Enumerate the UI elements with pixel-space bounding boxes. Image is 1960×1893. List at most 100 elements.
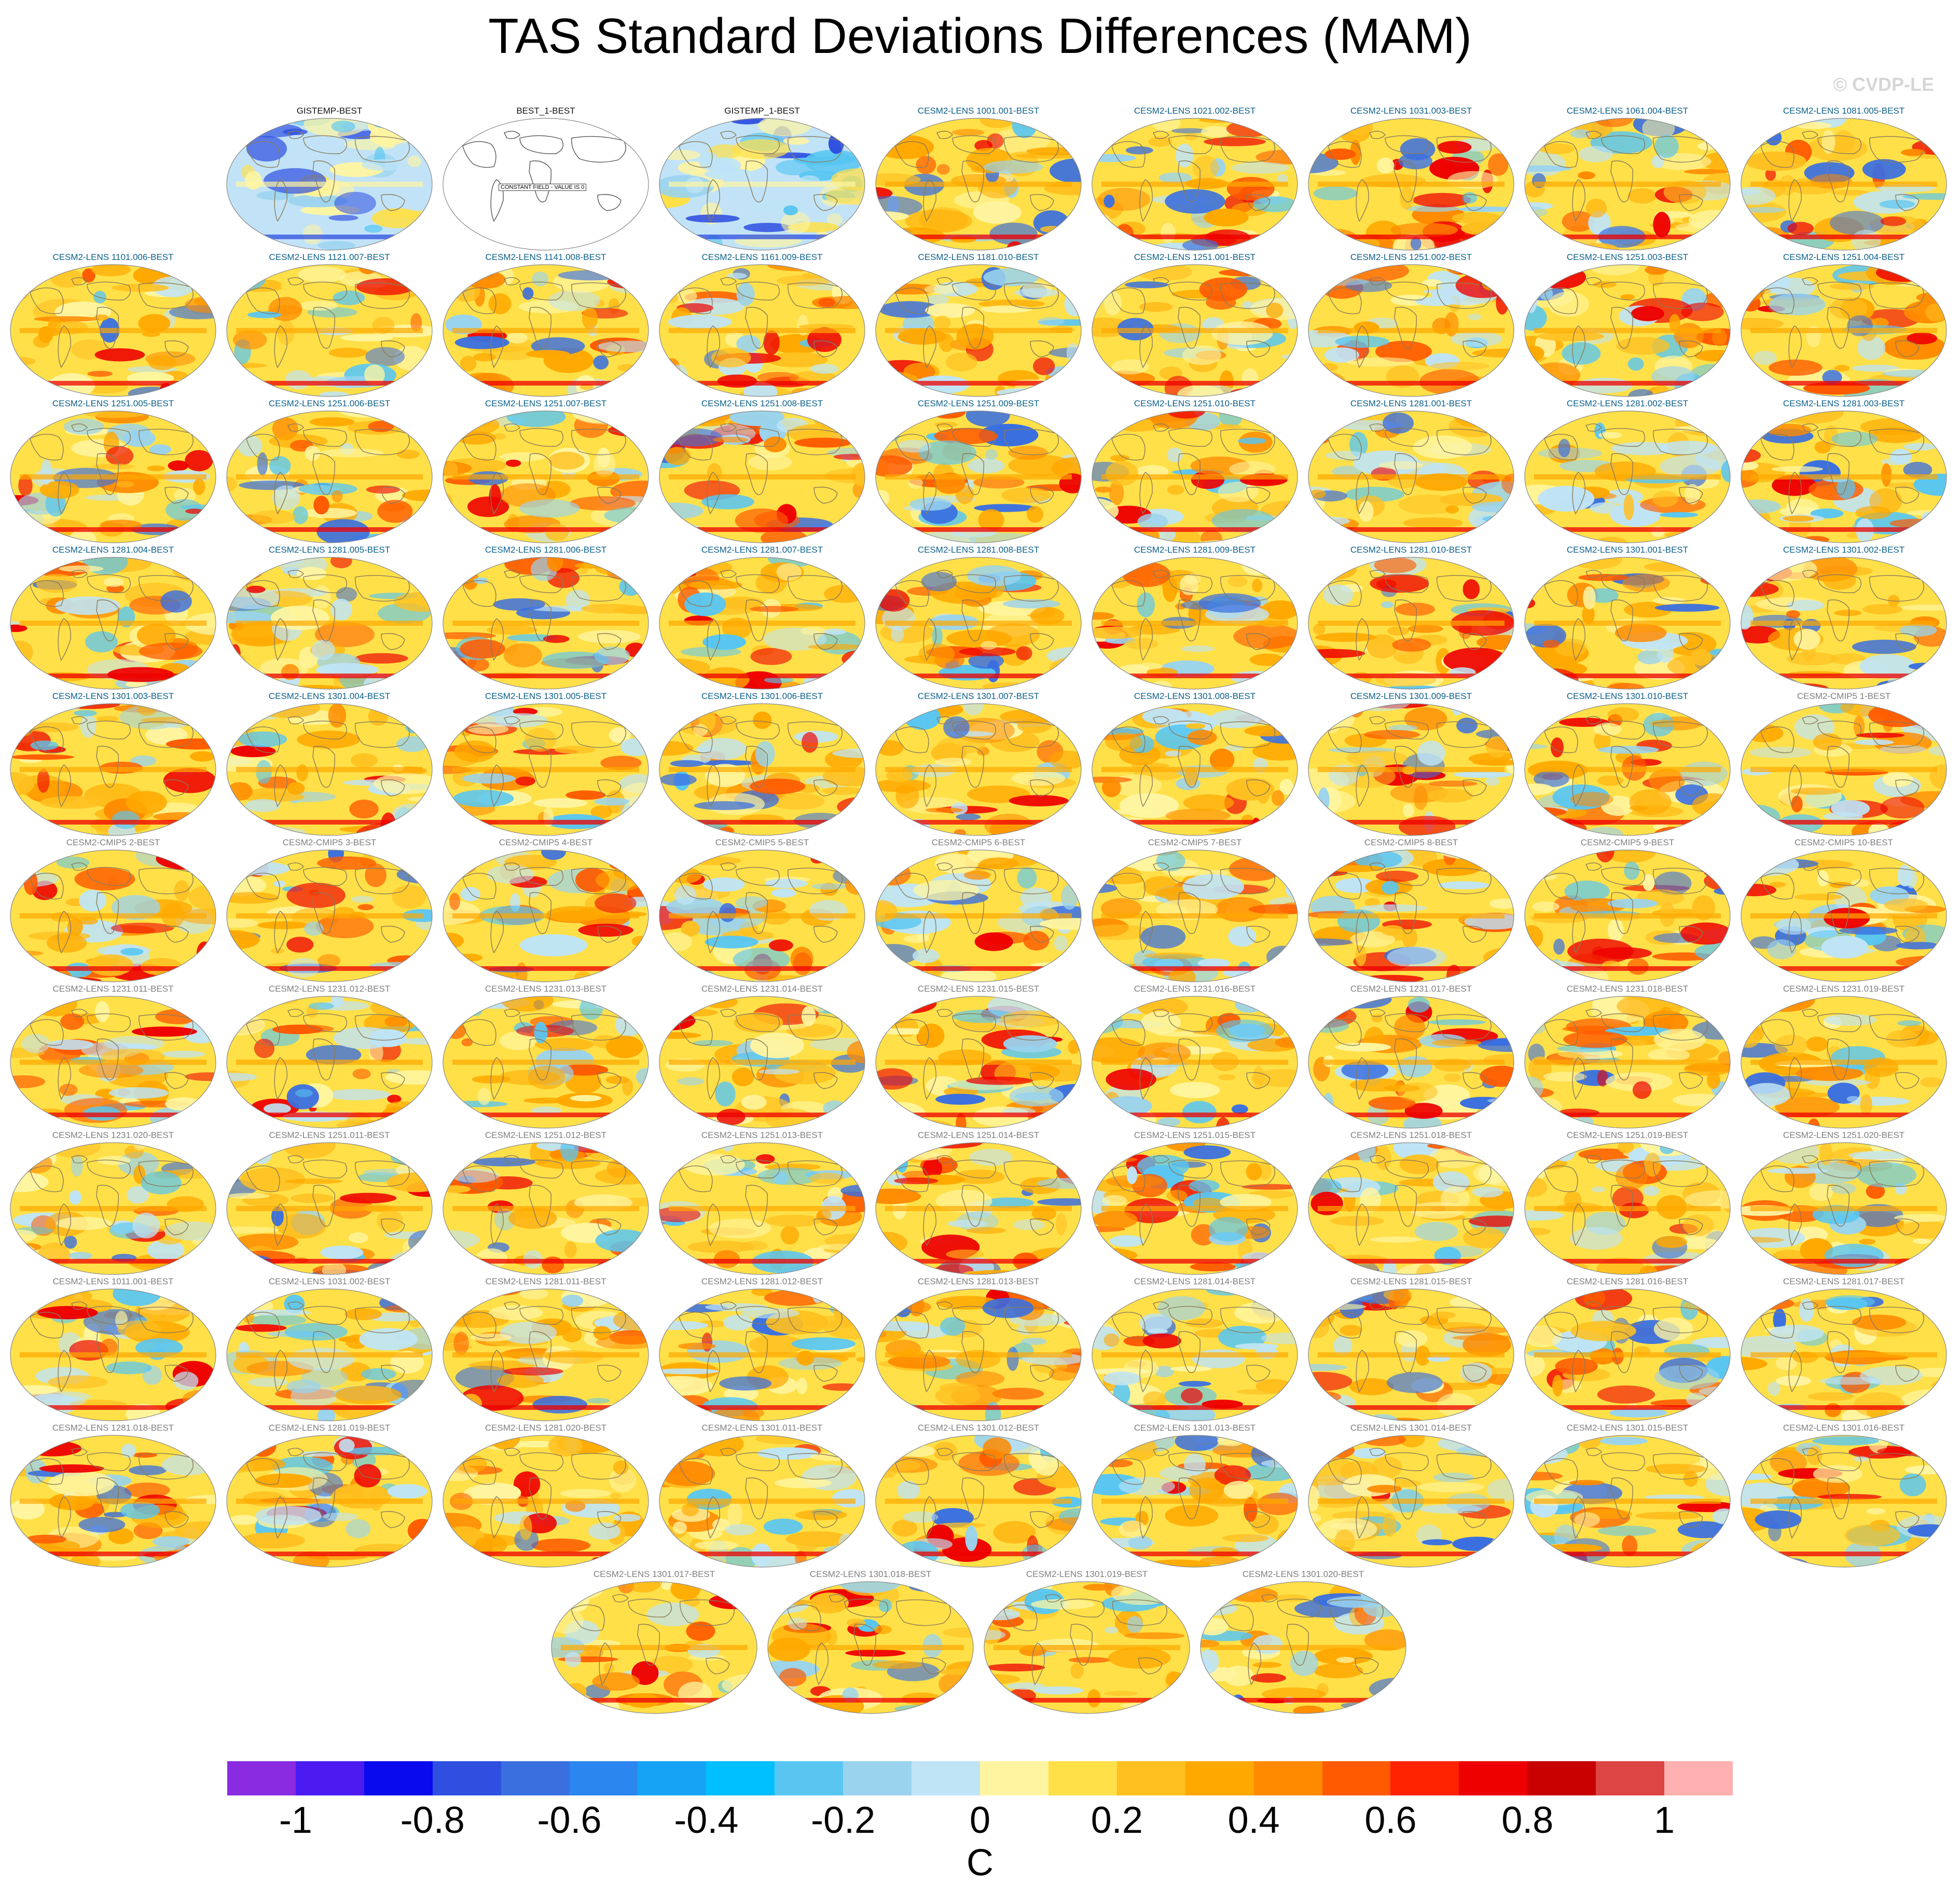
- panel-title: CESM2-LENS 1251.008-BEST: [701, 399, 823, 408]
- map-panel: CESM2-LENS 1281.012-BEST: [657, 1277, 867, 1423]
- robinson-map: [659, 849, 865, 982]
- colorbar-tick-label: 0.8: [1501, 1800, 1554, 1841]
- colorbar-tick-label: 0.6: [1364, 1800, 1417, 1841]
- robinson-map: [1092, 849, 1298, 982]
- map-panel: CESM2-CMIP5 3-BEST: [224, 838, 435, 984]
- robinson-map: [226, 264, 433, 397]
- colorbar-swatch: [979, 1761, 1048, 1795]
- map-panel: CESM2-LENS 1301.001-BEST: [1522, 545, 1733, 691]
- panel-title: CESM2-LENS 1251.001-BEST: [1134, 252, 1256, 262]
- panel-title: CESM2-LENS 1281.003-BEST: [1783, 399, 1905, 408]
- map-panel: CESM2-LENS 1011.001-BEST: [8, 1277, 218, 1423]
- panel-title: CESM2-CMIP5 2-BEST: [66, 838, 160, 847]
- map-panel: CESM2-LENS 1281.019-BEST: [224, 1423, 435, 1569]
- panel-title: CESM2-LENS 1251.011-BEST: [269, 1130, 390, 1140]
- panel-title: CESM2-LENS 1031.003-BEST: [1350, 106, 1472, 116]
- robinson-map: [1524, 849, 1731, 982]
- colorbar-swatch: [1116, 1761, 1185, 1795]
- robinson-map: [875, 849, 1082, 982]
- robinson-map: [1092, 410, 1298, 543]
- map-panel: CESM2-LENS 1301.004-BEST: [224, 691, 435, 838]
- map-panel: CESM2-LENS 1251.011-BEST: [224, 1130, 435, 1277]
- panel-title: CESM2-LENS 1231.019-BEST: [1783, 984, 1905, 994]
- map-panel: CESM2-LENS 1301.014-BEST: [1306, 1423, 1516, 1569]
- robinson-map: [10, 264, 216, 397]
- panel-title: CESM2-LENS 1301.015-BEST: [1566, 1423, 1689, 1433]
- robinson-map: [1308, 410, 1514, 543]
- colorbar-tick-label: 0.2: [1091, 1800, 1143, 1841]
- map-panel: CESM2-LENS 1231.013-BEST: [440, 984, 651, 1130]
- robinson-map: [1524, 557, 1731, 690]
- map-panel: CESM2-LENS 1101.006-BEST: [8, 252, 218, 399]
- map-panel: CESM2-LENS 1251.002-BEST: [1306, 252, 1516, 399]
- robinson-map: [659, 557, 865, 690]
- map-panel: CESM2-CMIP5 1-BEST: [1738, 691, 1949, 838]
- panel-title: CESM2-LENS 1281.013-BEST: [917, 1277, 1040, 1286]
- robinson-map: [659, 264, 865, 397]
- panel-title: CESM2-LENS 1301.004-BEST: [268, 691, 391, 701]
- map-panel: CESM2-CMIP5 6-BEST: [873, 838, 1084, 984]
- map-panel: CESM2-LENS 1251.012-BEST: [440, 1130, 651, 1277]
- robinson-map: [10, 1142, 216, 1275]
- map-panel: CESM2-LENS 1251.015-BEST: [1089, 1130, 1300, 1277]
- panel-title: CESM2-CMIP5 7-BEST: [1148, 838, 1242, 847]
- panel-title: CESM2-LENS 1301.009-BEST: [1350, 691, 1472, 701]
- panel-title: CESM2-LENS 1011.001-BEST: [52, 1277, 174, 1286]
- robinson-map: [767, 1581, 974, 1714]
- map-panel: CESM2-LENS 1001.001-BEST: [873, 106, 1084, 252]
- panel-title: CESM2-LENS 1301.019-BEST: [1026, 1569, 1148, 1579]
- panel-title: CESM2-LENS 1301.013-BEST: [1134, 1423, 1256, 1433]
- robinson-map: [226, 410, 433, 543]
- panel-title: CESM2-LENS 1301.012-BEST: [917, 1423, 1040, 1433]
- map-panel: CESM2-LENS 1231.012-BEST: [224, 984, 435, 1130]
- panel-title: CESM2-LENS 1281.005-BEST: [268, 545, 391, 555]
- panel-title: CESM2-LENS 1251.010-BEST: [1134, 399, 1256, 408]
- robinson-map: [226, 996, 433, 1129]
- panel-title: CESM2-LENS 1231.018-BEST: [1566, 984, 1689, 994]
- panel-title: CESM2-LENS 1281.016-BEST: [1566, 1277, 1689, 1286]
- panel-title: CESM2-LENS 1231.015-BEST: [917, 984, 1040, 994]
- map-panel: CESM2-CMIP5 8-BEST: [1306, 838, 1516, 984]
- panel-title: CESM2-LENS 1281.010-BEST: [1350, 545, 1472, 555]
- colorbar-tick-labels: -1 -0.8 -0.6 -0.4 -0.2 0 0.2 0.4 0.6 0.8 1: [0, 1802, 1960, 1843]
- robinson-map: [1741, 557, 1947, 690]
- robinson-map: [10, 410, 216, 543]
- robinson-map: [875, 557, 1082, 690]
- panel-title: CESM2-LENS 1231.013-BEST: [485, 984, 607, 994]
- robinson-map: [1741, 1435, 1947, 1568]
- colorbar-swatch: [295, 1761, 364, 1795]
- colorbar-tick-label: 0.4: [1227, 1800, 1280, 1841]
- map-panel: CESM2-LENS 1141.008-BEST: [440, 252, 651, 399]
- map-panel: CESM2-LENS 1281.017-BEST: [1738, 1277, 1949, 1423]
- panel-title: CESM2-LENS 1281.001-BEST: [1350, 399, 1472, 408]
- panel-title: CESM2-CMIP5 4-BEST: [499, 838, 593, 847]
- robinson-map: [1308, 264, 1514, 397]
- robinson-map: [10, 1435, 216, 1568]
- map-panel: CESM2-LENS 1301.017-BEST: [549, 1569, 760, 1716]
- colorbar-tick-label: -1: [279, 1800, 312, 1841]
- robinson-map: [443, 703, 649, 836]
- map-panel: CESM2-LENS 1301.012-BEST: [873, 1423, 1084, 1569]
- map-panel: CESM2-LENS 1251.006-BEST: [224, 399, 435, 545]
- colorbar: [227, 1761, 1733, 1795]
- map-panel: CESM2-LENS 1301.019-BEST: [982, 1569, 1192, 1716]
- panel-title: CESM2-LENS 1281.019-BEST: [268, 1423, 391, 1433]
- panel-title: CESM2-LENS 1061.004-BEST: [1566, 106, 1689, 116]
- map-panel: CESM2-LENS 1061.004-BEST: [1522, 106, 1733, 252]
- map-panel: CESM2-LENS 1281.018-BEST: [8, 1423, 218, 1569]
- map-panel: CESM2-LENS 1251.003-BEST: [1522, 252, 1733, 399]
- map-panel: CESM2-LENS 1301.020-BEST: [1198, 1569, 1409, 1716]
- panel-title: CESM2-LENS 1301.007-BEST: [917, 691, 1040, 701]
- colorbar-tick-label: 0: [969, 1800, 991, 1841]
- panel-title: CESM2-LENS 1251.005-BEST: [52, 399, 174, 408]
- map-panel: CESM2-LENS 1251.020-BEST: [1738, 1130, 1949, 1277]
- map-panel: CESM2-LENS 1301.007-BEST: [873, 691, 1084, 838]
- map-panel: GISTEMP-BEST: [224, 106, 435, 252]
- colorbar-tick-label: 1: [1654, 1800, 1675, 1841]
- panel-title: CESM2-LENS 1101.006-BEST: [52, 252, 174, 262]
- colorbar-swatch: [843, 1761, 912, 1795]
- panel-title: CESM2-LENS 1281.014-BEST: [1134, 1277, 1256, 1286]
- robinson-map: [659, 410, 865, 543]
- panel-title: CESM2-CMIP5 5-BEST: [715, 838, 809, 847]
- map-panel: CESM2-LENS 1301.002-BEST: [1738, 545, 1949, 691]
